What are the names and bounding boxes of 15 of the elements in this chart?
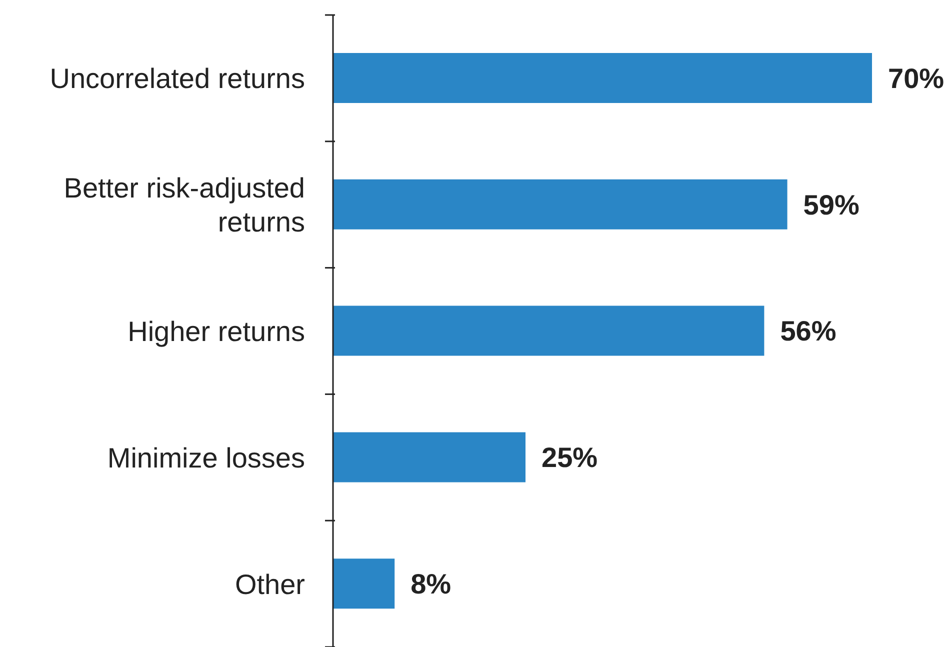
data-label: 8%	[410, 568, 452, 600]
bar	[333, 53, 872, 103]
bar	[333, 306, 764, 356]
y-tick-label: Minimize losses	[107, 442, 305, 473]
bar	[333, 558, 395, 609]
y-tick-label: Uncorrelated returns	[50, 62, 305, 94]
data-label: 25%	[542, 442, 598, 474]
bar	[333, 432, 526, 482]
data-label: 70%	[888, 62, 944, 94]
y-tick-label: Other	[234, 568, 305, 600]
y-tick-label: Better risk-adjusted returns	[64, 172, 305, 238]
y-tick-label: Higher returns	[128, 316, 305, 346]
bar	[333, 179, 788, 230]
data-label: 59%	[803, 189, 860, 220]
data-label: 56%	[780, 316, 836, 347]
